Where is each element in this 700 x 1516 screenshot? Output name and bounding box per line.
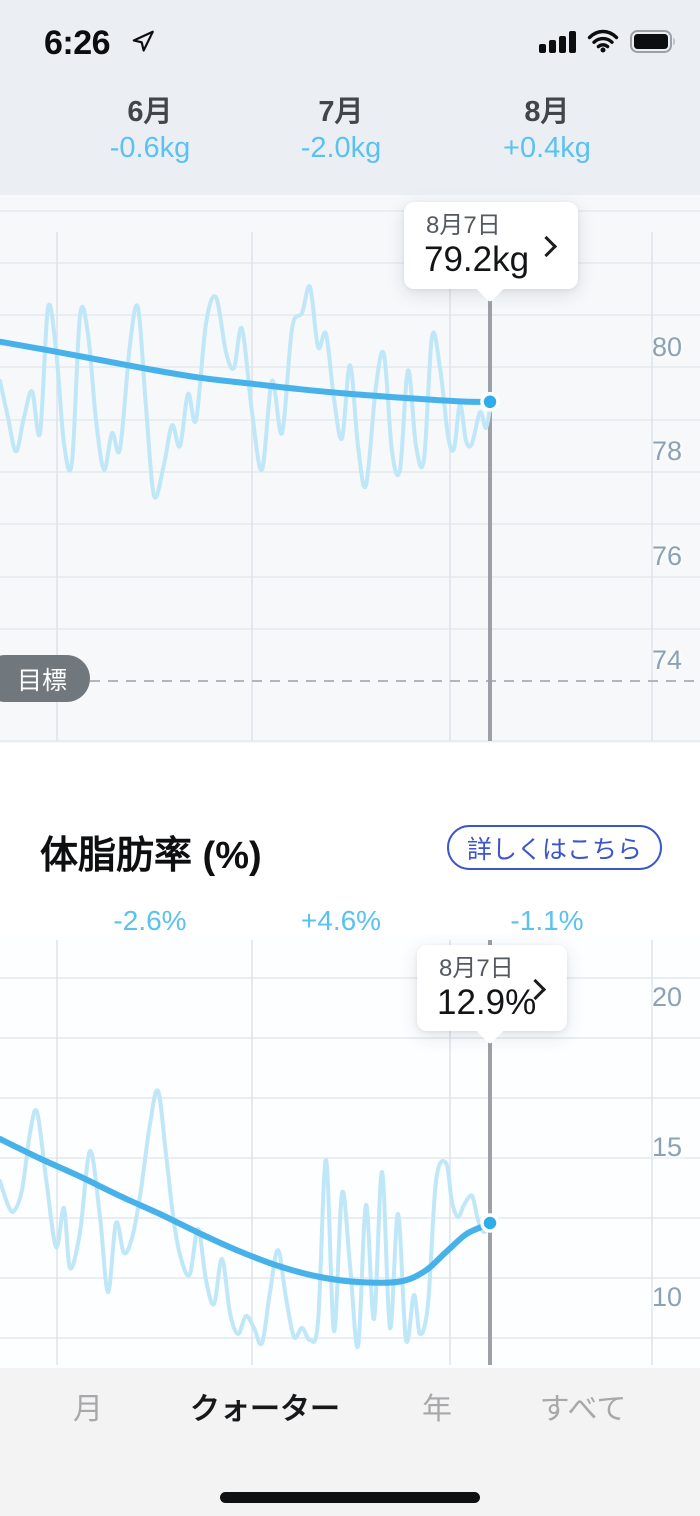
y-axis-label: 15 <box>651 1132 683 1162</box>
month-label: 7月 <box>318 96 364 128</box>
y-axis-label: 10 <box>651 1282 683 1312</box>
tooltip-date: 8月7日 <box>426 212 501 239</box>
summary-header: 6:26 6月 -0.6kg 7月 -2 <box>0 0 700 195</box>
section-title: 体脂肪率 (%) <box>40 835 262 877</box>
body-fat-tooltip[interactable]: 8月7日 12.9% <box>417 945 567 1031</box>
month-label: 6月 <box>127 96 173 128</box>
y-axis-label: 78 <box>651 436 683 467</box>
y-axis-label: 76 <box>651 540 683 571</box>
signal-icon <box>539 30 576 53</box>
trend-line <box>0 1136 494 1286</box>
y-axis-label: 20 <box>651 982 683 1012</box>
tab-quarter[interactable]: クォーター <box>190 1393 340 1426</box>
month-label: 8月 <box>524 96 570 128</box>
selected-point-dot[interactable] <box>480 1213 500 1233</box>
body-fat-chart-plot[interactable] <box>0 935 700 1368</box>
daily-line <box>0 1088 493 1349</box>
status-icons <box>539 29 676 53</box>
month-summary: 8月 +0.4kg <box>457 97 637 163</box>
month-delta: -2.0kg <box>300 132 382 164</box>
tooltip-date: 8月7日 <box>439 955 514 982</box>
tooltip-value: 12.9% <box>437 983 537 1022</box>
details-button[interactable]: 詳しくはこちら <box>447 825 662 870</box>
battery-icon <box>630 29 675 53</box>
weight-chart: 80 78 76 74 目標 8月7日 79.2kg <box>0 195 700 743</box>
daily-line <box>0 284 493 500</box>
home-indicator[interactable] <box>220 1492 480 1503</box>
wifi-icon <box>587 29 619 53</box>
goal-badge: 目標 <box>0 655 90 702</box>
chevron-right-icon[interactable] <box>535 235 558 258</box>
tab-month[interactable]: 月 <box>73 1393 103 1426</box>
month-delta: +4.6% <box>300 905 382 936</box>
month-delta: -1.1% <box>510 905 584 936</box>
y-axis-label: 74 <box>651 645 683 676</box>
y-axis-label: 80 <box>651 332 683 362</box>
month-summary: 6月 -0.6kg <box>60 97 240 163</box>
location-arrow-icon <box>132 30 154 52</box>
month-delta: -0.6kg <box>109 132 191 164</box>
body-fat-chart: 20 15 10 8月7日 12.9% <box>0 935 700 1368</box>
month-delta: +0.4kg <box>503 132 591 164</box>
trend-line <box>0 338 494 405</box>
weight-chart-plot[interactable] <box>0 195 700 743</box>
selected-point-dot[interactable] <box>480 392 500 412</box>
month-summary: 7月 -2.0kg <box>251 97 431 163</box>
period-tab-bar: 月 クォーター 年 すべて <box>0 1368 700 1516</box>
tab-all[interactable]: すべて <box>539 1393 627 1426</box>
month-delta: -2.6% <box>113 905 187 936</box>
status-time: 6:26 <box>44 24 111 62</box>
weight-tooltip[interactable]: 8月7日 79.2kg <box>404 202 578 289</box>
tooltip-value: 79.2kg <box>424 240 530 279</box>
tab-year[interactable]: 年 <box>422 1393 452 1426</box>
